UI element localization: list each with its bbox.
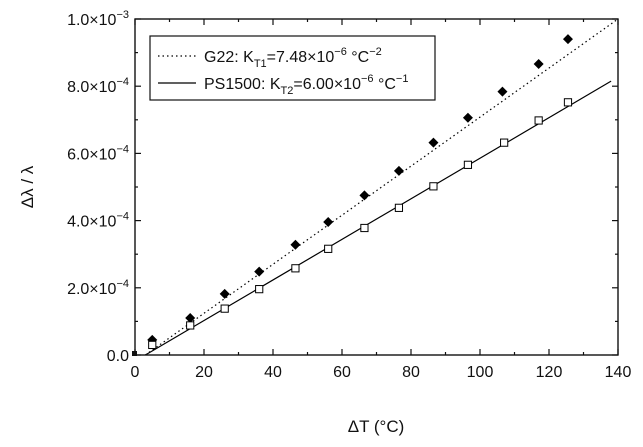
data-point-series-1 xyxy=(462,112,473,123)
data-point-series-2 xyxy=(394,203,404,212)
data-point-series-2 xyxy=(291,264,300,273)
data-point-series-1 xyxy=(323,216,334,227)
y-tick-label: 6.0×10−4 xyxy=(67,143,129,163)
data-point-series-2 xyxy=(534,116,543,125)
data-point-series-1 xyxy=(393,165,404,176)
data-point-series-2 xyxy=(563,98,573,107)
data-point-series-2 xyxy=(220,304,229,313)
y-tick-label: 0.0 xyxy=(107,348,129,365)
data-point-series-2 xyxy=(324,244,333,253)
y-axis-label: Δλ / λ xyxy=(18,165,37,208)
data-point-series-2 xyxy=(463,160,473,169)
x-tick-label: 100 xyxy=(467,364,494,381)
plot-frame xyxy=(134,18,619,356)
y-tick-label: 2.0×10−4 xyxy=(67,278,129,298)
y-tick-label: 8.0×10−4 xyxy=(67,76,129,96)
tick-labels: 0 20 40 60 80 100 120 140 0.0 2.0×10−4 4.0×10−4 6.0… xyxy=(67,9,631,381)
legend-box xyxy=(149,35,436,101)
y-tick-label: 1.0×10−3 xyxy=(67,9,129,29)
data-point-series-1 xyxy=(359,190,370,201)
data-point-series-1 xyxy=(254,266,265,277)
data-point-series-1 xyxy=(533,59,544,70)
data-point-series-2 xyxy=(186,321,195,330)
data-point-series-1 xyxy=(185,313,196,324)
x-tick-label: 140 xyxy=(605,364,632,381)
data-point-series-1 xyxy=(428,137,439,148)
x-tick-label: 20 xyxy=(195,364,213,381)
legend-label-series-2: PS1500: KT2=6.00×10−6 °C−1 xyxy=(204,73,408,97)
data-point-series-2 xyxy=(500,138,509,147)
data-point-series-2 xyxy=(255,285,264,294)
data-markers xyxy=(132,34,573,356)
x-tick-label: 0 xyxy=(131,364,140,381)
x-tick-label: 40 xyxy=(264,364,282,381)
data-point-series-1 xyxy=(219,288,230,299)
data-point-series-2 xyxy=(148,340,157,350)
x-tick-label: 80 xyxy=(402,364,420,381)
data-point-series-1 xyxy=(497,86,508,97)
data-point-series-2 xyxy=(360,223,369,233)
x-tick-label: 120 xyxy=(536,364,563,381)
legend-label-series-1: G22: KT1=7.48×10−6 °C−2 xyxy=(204,46,382,70)
data-point-series-2 xyxy=(429,182,438,191)
y-tick-label: 4.0×10−4 xyxy=(67,211,129,231)
x-axis-label: ΔT (°C) xyxy=(348,417,405,436)
data-point-series-1 xyxy=(290,239,301,250)
legend: G22: KT1=7.48×10−6 °C−2 PS1500: KT2=6.00×… xyxy=(149,35,436,101)
x-tick-label: 60 xyxy=(333,364,351,381)
data-point-series-1 xyxy=(562,34,573,45)
